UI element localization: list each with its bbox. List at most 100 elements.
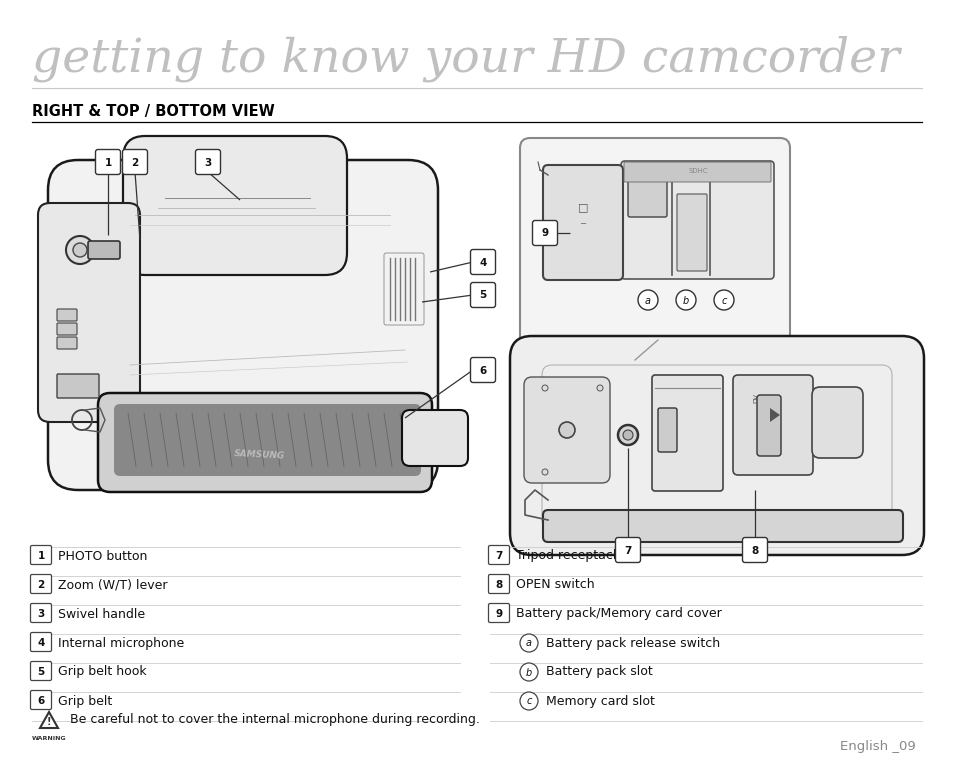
FancyBboxPatch shape: [30, 604, 51, 623]
FancyBboxPatch shape: [532, 221, 557, 245]
FancyBboxPatch shape: [542, 510, 902, 542]
Text: Grip belt hook: Grip belt hook: [58, 666, 147, 679]
FancyBboxPatch shape: [627, 168, 666, 217]
FancyBboxPatch shape: [30, 633, 51, 652]
FancyBboxPatch shape: [623, 162, 770, 182]
FancyBboxPatch shape: [542, 165, 622, 280]
Text: Tripod receptacle: Tripod receptacle: [516, 549, 623, 562]
Text: OPEN switch: OPEN switch: [516, 578, 594, 591]
FancyBboxPatch shape: [123, 136, 347, 275]
FancyBboxPatch shape: [57, 374, 99, 398]
Text: Battery pack/Memory card cover: Battery pack/Memory card cover: [516, 607, 721, 620]
Text: English _09: English _09: [840, 740, 915, 753]
Circle shape: [597, 385, 602, 391]
Text: a: a: [644, 296, 650, 306]
FancyBboxPatch shape: [488, 545, 509, 565]
Text: RIGHT & TOP / BOTTOM VIEW: RIGHT & TOP / BOTTOM VIEW: [32, 104, 274, 119]
FancyBboxPatch shape: [519, 138, 789, 348]
Polygon shape: [40, 712, 58, 728]
Text: 9: 9: [541, 228, 548, 238]
FancyBboxPatch shape: [651, 375, 722, 491]
Text: 5: 5: [37, 667, 45, 677]
FancyBboxPatch shape: [741, 538, 767, 562]
FancyBboxPatch shape: [488, 574, 509, 594]
Text: 6: 6: [37, 696, 45, 706]
FancyBboxPatch shape: [30, 662, 51, 680]
Text: 1: 1: [104, 158, 112, 168]
FancyBboxPatch shape: [811, 387, 862, 458]
Circle shape: [73, 243, 87, 257]
Text: c: c: [720, 296, 726, 306]
Text: Battery pack slot: Battery pack slot: [545, 666, 652, 679]
Text: 6: 6: [478, 365, 486, 375]
FancyBboxPatch shape: [615, 538, 639, 562]
FancyBboxPatch shape: [57, 309, 77, 321]
Text: 5: 5: [478, 290, 486, 300]
Text: 3: 3: [37, 609, 45, 619]
FancyBboxPatch shape: [658, 408, 677, 452]
Text: getting to know your HD camcorder: getting to know your HD camcorder: [32, 35, 899, 82]
Text: PHOTO button: PHOTO button: [58, 549, 147, 562]
Text: 7: 7: [623, 545, 631, 555]
FancyBboxPatch shape: [57, 337, 77, 349]
Text: 1: 1: [37, 551, 45, 561]
Circle shape: [676, 290, 696, 310]
Text: 3: 3: [204, 158, 212, 168]
Text: 9: 9: [495, 609, 502, 619]
Circle shape: [519, 692, 537, 710]
FancyBboxPatch shape: [30, 574, 51, 594]
Text: 7: 7: [495, 551, 502, 561]
Text: DV: DV: [752, 393, 759, 403]
Circle shape: [541, 469, 547, 475]
FancyBboxPatch shape: [470, 250, 495, 274]
Text: !: !: [47, 717, 51, 727]
Circle shape: [713, 290, 733, 310]
FancyBboxPatch shape: [30, 690, 51, 709]
FancyBboxPatch shape: [57, 323, 77, 335]
Text: SDHC: SDHC: [687, 168, 707, 174]
FancyBboxPatch shape: [195, 149, 220, 175]
Circle shape: [541, 385, 547, 391]
FancyBboxPatch shape: [732, 375, 812, 475]
FancyBboxPatch shape: [401, 410, 468, 466]
FancyBboxPatch shape: [677, 194, 706, 271]
FancyBboxPatch shape: [470, 358, 495, 382]
Text: □: □: [578, 202, 588, 212]
Text: c: c: [526, 696, 531, 706]
FancyBboxPatch shape: [88, 241, 120, 259]
Circle shape: [638, 290, 658, 310]
Text: a: a: [525, 639, 532, 649]
Text: Swivel handle: Swivel handle: [58, 607, 145, 620]
FancyBboxPatch shape: [95, 149, 120, 175]
FancyBboxPatch shape: [122, 149, 148, 175]
FancyBboxPatch shape: [620, 161, 773, 279]
Polygon shape: [619, 338, 639, 360]
FancyBboxPatch shape: [48, 160, 437, 490]
FancyBboxPatch shape: [488, 604, 509, 623]
FancyBboxPatch shape: [510, 336, 923, 555]
FancyBboxPatch shape: [757, 395, 781, 456]
Text: 4: 4: [37, 638, 45, 648]
Text: ─: ─: [579, 218, 585, 227]
Text: Zoom (W/T) lever: Zoom (W/T) lever: [58, 578, 168, 591]
FancyBboxPatch shape: [30, 545, 51, 565]
Text: Be careful not to cover the internal microphone during recording.: Be careful not to cover the internal mic…: [70, 713, 479, 726]
FancyBboxPatch shape: [470, 283, 495, 307]
Text: 2: 2: [132, 158, 138, 168]
Text: SAMSUNG: SAMSUNG: [234, 449, 286, 461]
Text: 8: 8: [751, 545, 758, 555]
Text: 4: 4: [478, 257, 486, 267]
Text: 8: 8: [495, 580, 502, 590]
Circle shape: [66, 236, 94, 264]
Text: Grip belt: Grip belt: [58, 695, 112, 708]
Circle shape: [622, 430, 633, 440]
Text: 2: 2: [37, 580, 45, 590]
Circle shape: [618, 425, 638, 445]
Text: Battery pack release switch: Battery pack release switch: [545, 637, 720, 650]
Circle shape: [558, 422, 575, 438]
Text: Memory card slot: Memory card slot: [545, 695, 654, 708]
Text: b: b: [682, 296, 688, 306]
FancyBboxPatch shape: [98, 393, 432, 492]
Text: WARNING: WARNING: [31, 736, 67, 741]
Polygon shape: [769, 408, 780, 422]
